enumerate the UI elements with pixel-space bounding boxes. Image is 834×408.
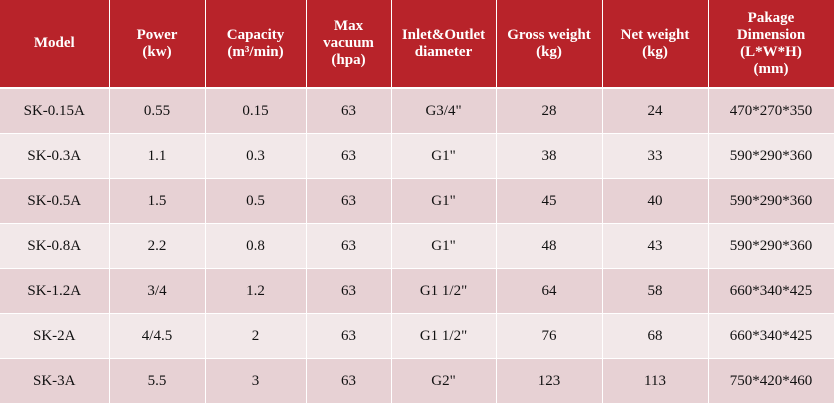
- cell-capacity: 0.5: [205, 178, 307, 224]
- header-line: vacuum: [323, 35, 374, 51]
- header-power: Power (kw): [109, 0, 206, 89]
- cell-dimension: 590*290*360: [708, 133, 834, 179]
- cell-capacity: 2: [205, 313, 307, 359]
- cell-dimension: 660*340*425: [708, 268, 834, 314]
- cell-model: SK-3A: [0, 358, 110, 404]
- cell-dimension: 590*290*360: [708, 178, 834, 224]
- cell-diameter: G1": [391, 178, 497, 224]
- header-line: (kg): [642, 43, 668, 60]
- cell-capacity: 0.8: [205, 223, 307, 269]
- cell-max-vacuum: 63: [306, 133, 392, 179]
- cell-power: 1.1: [109, 133, 206, 179]
- cell-net-weight: 33: [602, 133, 709, 179]
- header-net-weight: Net weight (kg): [602, 0, 709, 89]
- cell-model: SK-1.2A: [0, 268, 110, 314]
- cell-power: 5.5: [109, 358, 206, 404]
- cell-max-vacuum: 63: [306, 223, 392, 269]
- cell-diameter: G1 1/2": [391, 313, 497, 359]
- table-row: SK-2A 4/4.5 2 63 G1 1/2" 76 68 660*340*425: [0, 313, 834, 359]
- header-line: (hpa): [331, 52, 366, 68]
- header-inlet-outlet-diameter: Inlet&Outlet diameter: [391, 0, 497, 89]
- table-row: SK-0.3A 1.1 0.3 63 G1" 38 33 590*290*360: [0, 133, 834, 179]
- cell-net-weight: 68: [602, 313, 709, 359]
- cell-net-weight: 24: [602, 88, 709, 134]
- header-line: Max: [333, 18, 364, 34]
- cell-model: SK-0.8A: [0, 223, 110, 269]
- table-row: SK-1.2A 3/4 1.2 63 G1 1/2" 64 58 660*340*425: [0, 268, 834, 314]
- cell-gross-weight: 123: [496, 358, 603, 404]
- cell-capacity: 0.3: [205, 133, 307, 179]
- cell-model: SK-0.15A: [0, 88, 110, 134]
- header-line: (kg): [536, 43, 562, 60]
- cell-capacity: 0.15: [205, 88, 307, 134]
- cell-diameter: G1 1/2": [391, 268, 497, 314]
- cell-diameter: G1": [391, 223, 497, 269]
- header-line: Pakage: [747, 9, 795, 26]
- cell-power: 4/4.5: [109, 313, 206, 359]
- cell-gross-weight: 76: [496, 313, 603, 359]
- header-gross-weight: Gross weight (kg): [496, 0, 603, 89]
- header-line: Capacity: [226, 26, 285, 43]
- cell-power: 1.5: [109, 178, 206, 224]
- cell-power: 0.55: [109, 88, 206, 134]
- table-row: SK-3A 5.5 3 63 G2" 123 113 750*420*460: [0, 358, 834, 404]
- header-line: Inlet&Outlet: [401, 26, 486, 43]
- cell-capacity: 1.2: [205, 268, 307, 314]
- header-line: diameter: [414, 43, 473, 60]
- cell-gross-weight: 28: [496, 88, 603, 134]
- cell-dimension: 590*290*360: [708, 223, 834, 269]
- cell-net-weight: 58: [602, 268, 709, 314]
- cell-diameter: G3/4": [391, 88, 497, 134]
- cell-diameter: G2": [391, 358, 497, 404]
- cell-diameter: G1": [391, 133, 497, 179]
- cell-model: SK-2A: [0, 313, 110, 359]
- table-row: SK-0.5A 1.5 0.5 63 G1" 45 40 590*290*360: [0, 178, 834, 224]
- header-line: (L*W*H): [740, 43, 802, 60]
- header-line: Model: [33, 35, 75, 51]
- table-row: SK-0.8A 2.2 0.8 63 G1" 48 43 590*290*360: [0, 223, 834, 269]
- header-capacity: Capacity (m³/min): [205, 0, 307, 89]
- cell-power: 3/4: [109, 268, 206, 314]
- header-line: Dimension: [736, 26, 806, 43]
- cell-net-weight: 43: [602, 223, 709, 269]
- cell-max-vacuum: 63: [306, 313, 392, 359]
- header-max-vacuum: Max vacuum (hpa): [306, 0, 392, 89]
- table-row: SK-0.15A 0.55 0.15 63 G3/4" 28 24 470*270*350: [0, 88, 834, 134]
- header-line: Net weight: [620, 26, 690, 43]
- header-package-dimension: Pakage Dimension (L*W*H) (mm): [708, 0, 834, 89]
- cell-net-weight: 113: [602, 358, 709, 404]
- header-line: (mm): [753, 60, 789, 77]
- cell-max-vacuum: 63: [306, 358, 392, 404]
- cell-gross-weight: 48: [496, 223, 603, 269]
- cell-power: 2.2: [109, 223, 206, 269]
- cell-max-vacuum: 63: [306, 268, 392, 314]
- cell-capacity: 3: [205, 358, 307, 404]
- cell-gross-weight: 64: [496, 268, 603, 314]
- cell-max-vacuum: 63: [306, 88, 392, 134]
- cell-model: SK-0.5A: [0, 178, 110, 224]
- header-model: Model: [0, 0, 110, 89]
- header-row: Model Power (kw) Capacity (m³/min) Max vacuum(…: [0, 0, 834, 89]
- cell-dimension: 470*270*350: [708, 88, 834, 134]
- cell-dimension: 660*340*425: [708, 313, 834, 359]
- cell-net-weight: 40: [602, 178, 709, 224]
- cell-gross-weight: 45: [496, 178, 603, 224]
- header-line: (m³/min): [227, 43, 284, 60]
- header-line: Power: [136, 26, 178, 43]
- header-line: Gross weight: [507, 26, 591, 43]
- cell-model: SK-0.3A: [0, 133, 110, 179]
- table-body: SK-0.15A 0.55 0.15 63 G3/4" 28 24 470*270*350 SK…: [0, 88, 834, 404]
- cell-dimension: 750*420*460: [708, 358, 834, 404]
- header-line: (kw): [142, 43, 172, 60]
- cell-gross-weight: 38: [496, 133, 603, 179]
- cell-max-vacuum: 63: [306, 178, 392, 224]
